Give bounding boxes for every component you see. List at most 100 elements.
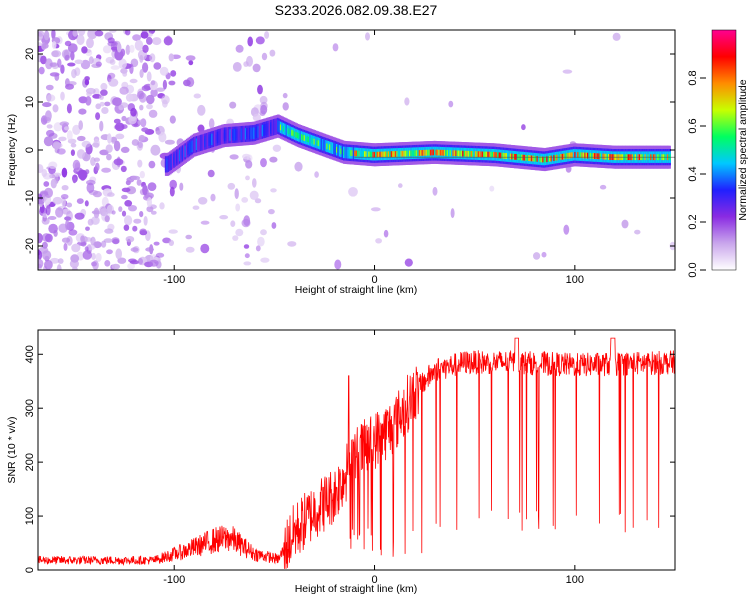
spectrogram-cell xyxy=(129,63,134,75)
ridge-cell xyxy=(514,153,517,160)
colorbar-tick-label: 0.4 xyxy=(687,166,699,181)
spectrogram-cell xyxy=(521,124,526,131)
ridge-cell xyxy=(345,149,349,156)
spectrogram-cell xyxy=(74,59,84,65)
ridge-cell xyxy=(166,161,169,168)
spectrogram-cell xyxy=(287,241,297,247)
ridge-cell xyxy=(571,152,575,158)
colorbar-gradient xyxy=(711,29,737,271)
spectrogram-cell xyxy=(72,159,81,171)
ridge-cell xyxy=(379,151,382,158)
spectrogram-cell xyxy=(255,36,265,45)
ridge-cell xyxy=(267,126,270,132)
colorbar-tick-label: 0.8 xyxy=(687,70,699,85)
spectrogram-cell xyxy=(61,185,69,191)
ridge-cell xyxy=(242,131,245,137)
spectrogram-cell xyxy=(136,179,142,186)
ridge-cell xyxy=(284,126,287,133)
ridge-cell xyxy=(459,150,462,157)
spectrogram-cell xyxy=(61,196,66,208)
spectrogram-cell xyxy=(139,228,147,235)
spectrogram-cell xyxy=(77,30,86,36)
spectrogram-cell xyxy=(114,49,124,61)
ridge-cell xyxy=(330,144,333,151)
spectrogram-cell xyxy=(132,225,138,232)
ridge-cell xyxy=(312,138,315,145)
spectrogram-cell xyxy=(200,220,210,225)
ridge-cell xyxy=(414,150,418,157)
ridge-cell xyxy=(344,149,347,156)
snr-y-label: SNR (10 * v/v) xyxy=(6,416,18,483)
ridge-cell xyxy=(596,153,600,160)
ridge-cell xyxy=(439,149,443,156)
y-tick-label: 200 xyxy=(24,453,36,471)
spectrogram-cell xyxy=(294,161,303,172)
ridge-cell xyxy=(495,152,499,158)
spectrogram-cell xyxy=(179,182,184,191)
spectrogram-cell xyxy=(125,30,131,36)
spectrogram-cell xyxy=(450,208,455,219)
ridge-cell xyxy=(438,149,441,156)
spectrogram-cell xyxy=(234,188,239,200)
ridge-cell xyxy=(350,150,353,156)
ridge-cell xyxy=(410,150,413,157)
spectrogram-cell xyxy=(244,253,250,259)
ridge-cell xyxy=(316,139,319,146)
spectrogram-y-axis: 20 10 0 -10 -20 xyxy=(24,48,675,254)
spectrogram-cell xyxy=(49,72,60,77)
ridge-cell xyxy=(272,124,276,131)
ridge-cell xyxy=(320,141,324,148)
spectrogram-cell xyxy=(159,202,165,210)
ridge-cell xyxy=(352,150,356,157)
spectrogram-cell xyxy=(155,130,161,135)
spectrogram-cell xyxy=(119,102,129,108)
spectrogram-cell xyxy=(271,222,277,229)
spectrogram-cell xyxy=(208,118,215,129)
ridge-cell xyxy=(176,154,179,161)
x-tick-label: 0 xyxy=(371,574,377,586)
ridge-cell xyxy=(536,156,540,162)
spectrogram-cell xyxy=(107,192,115,197)
spectrogram-cell xyxy=(60,91,65,101)
spectrogram-cell xyxy=(94,30,104,37)
spectrogram-cell xyxy=(113,118,121,124)
ridge-cell xyxy=(511,153,514,160)
ridge-cell xyxy=(480,151,483,158)
ridge-cell xyxy=(200,140,203,146)
ridge-cell xyxy=(300,134,304,140)
spectrogram-cell xyxy=(148,109,158,118)
spectrogram-cell xyxy=(111,210,116,215)
spectrogram-cell xyxy=(70,254,80,263)
ridge-cell xyxy=(260,128,263,134)
spectrogram-cell xyxy=(121,210,127,217)
spectrogram-cell xyxy=(185,234,192,240)
spectrogram-cell xyxy=(129,44,135,53)
ridge-cell xyxy=(484,151,488,158)
spectrogram-cell xyxy=(185,246,195,253)
ridge-cell xyxy=(595,153,598,159)
ridge-cell xyxy=(226,132,230,139)
spectrogram-cell xyxy=(44,187,53,198)
ridge-cell xyxy=(386,151,389,158)
ridge-cell xyxy=(460,150,464,157)
spectrogram-cell xyxy=(599,184,607,190)
ridge-cell xyxy=(436,149,440,156)
spectrogram-cell xyxy=(72,124,81,135)
ridge-cell xyxy=(201,139,204,146)
spectrogram-cell xyxy=(272,144,282,152)
ridge-cell xyxy=(442,149,446,156)
spectrogram-cell xyxy=(143,216,148,226)
ridge-cell xyxy=(523,154,527,161)
spectrogram-cell xyxy=(98,94,104,100)
spectrogram-cell xyxy=(64,126,70,131)
ridge-cell xyxy=(504,153,507,159)
spectrogram-cell xyxy=(38,233,43,244)
ridge-cell xyxy=(225,132,228,139)
spectrogram-cell xyxy=(137,159,143,168)
ridge-cell xyxy=(362,151,366,157)
ridge-cell xyxy=(184,148,188,155)
ridge-cell xyxy=(588,152,591,159)
ridge-cell xyxy=(561,153,565,160)
ridge-cell xyxy=(375,151,378,158)
spectrogram-cell xyxy=(142,184,148,196)
